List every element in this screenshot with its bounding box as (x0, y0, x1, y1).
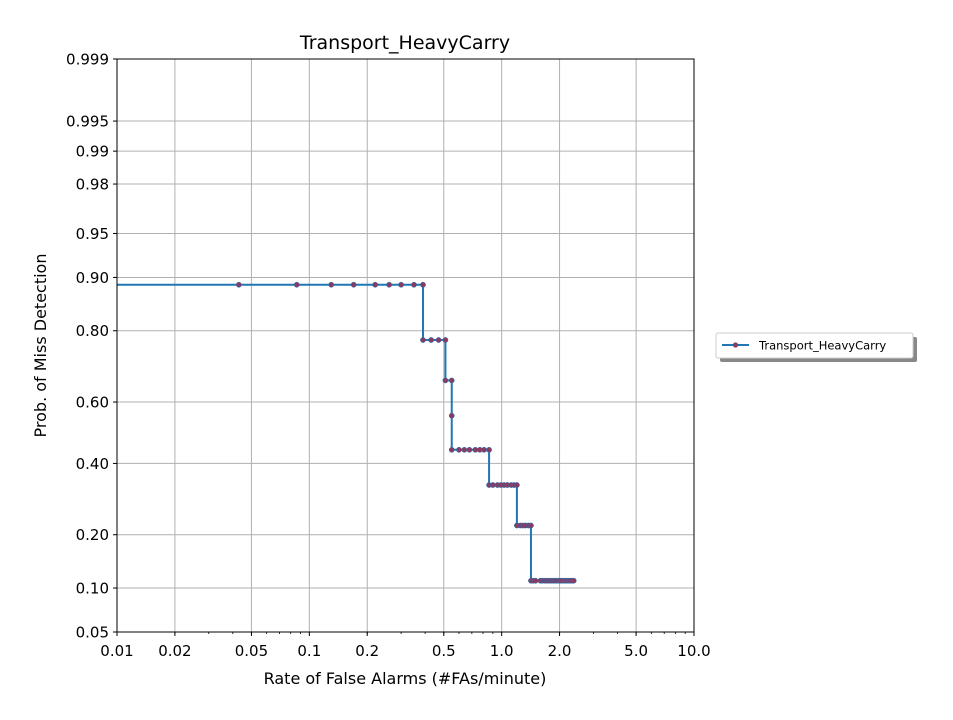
legend-marker-swatch (732, 342, 739, 348)
x-tick-label: 0.2 (355, 642, 379, 660)
data-point (386, 281, 392, 288)
y-tick-label: 0.20 (76, 526, 109, 544)
data-point (514, 482, 520, 488)
y-tick-label: 0.98 (76, 176, 109, 194)
y-tick-label: 0.10 (76, 580, 109, 598)
x-tick-label: 0.1 (297, 642, 321, 660)
data-point (570, 577, 577, 584)
y-tick-label: 0.60 (76, 394, 109, 412)
data-point (448, 377, 455, 384)
x-tick-label: 0.01 (100, 642, 133, 660)
data-point (466, 446, 473, 453)
x-axis-label: Rate of False Alarms (#FAs/minute) (264, 669, 547, 688)
legend: Transport_HeavyCarry (715, 332, 917, 362)
chart-title: Transport_HeavyCarry (299, 32, 510, 54)
plot-area-frame (116, 58, 695, 633)
data-point (456, 446, 462, 453)
legend-box (715, 332, 914, 359)
x-tick-label: 0.05 (235, 642, 268, 660)
y-tick-label: 0.95 (76, 225, 109, 243)
x-tick-label: 1.0 (490, 642, 514, 660)
data-point (328, 281, 335, 288)
data-point (442, 337, 449, 343)
y-tick-label: 0.999 (66, 51, 109, 69)
x-tick-label: 0.02 (158, 642, 191, 660)
data-point (420, 337, 426, 343)
data-point (428, 337, 435, 343)
x-tick-label: 2.0 (548, 642, 572, 660)
data-point (398, 281, 404, 288)
y-tick-label: 0.05 (76, 624, 109, 642)
data-point (532, 577, 539, 584)
data-point (235, 281, 242, 288)
data-point (461, 446, 468, 453)
x-tick-label: 10.0 (677, 642, 710, 660)
data-point (411, 281, 417, 288)
y-axis-label: Prob. of Miss Detection (31, 254, 50, 438)
data-point (293, 281, 300, 288)
legend-entry-label: Transport_HeavyCarry (758, 339, 886, 353)
x-tick-label: 0.5 (432, 642, 456, 660)
data-point (528, 522, 534, 529)
y-tick-label: 0.40 (76, 455, 109, 473)
data-point (372, 281, 379, 288)
data-point (435, 337, 442, 343)
data-point (481, 446, 487, 453)
data-point (350, 281, 357, 288)
data-point (448, 446, 455, 453)
series-layer (117, 281, 577, 584)
data-point (420, 281, 426, 288)
y-tick-label: 0.995 (66, 113, 109, 131)
data-point (486, 446, 492, 453)
y-tick-label: 0.80 (76, 322, 109, 340)
axis-ticks: 0.01 0.02 0.05 0.1 0.2 0.5 1.0 2.0 5.0 10.0 0.05 0.… (66, 51, 711, 661)
y-tick-label: 0.90 (76, 269, 109, 287)
x-tick-label: 5.0 (624, 642, 648, 660)
data-point (442, 377, 449, 384)
data-point (448, 412, 455, 419)
y-tick-label: 0.99 (76, 143, 109, 161)
